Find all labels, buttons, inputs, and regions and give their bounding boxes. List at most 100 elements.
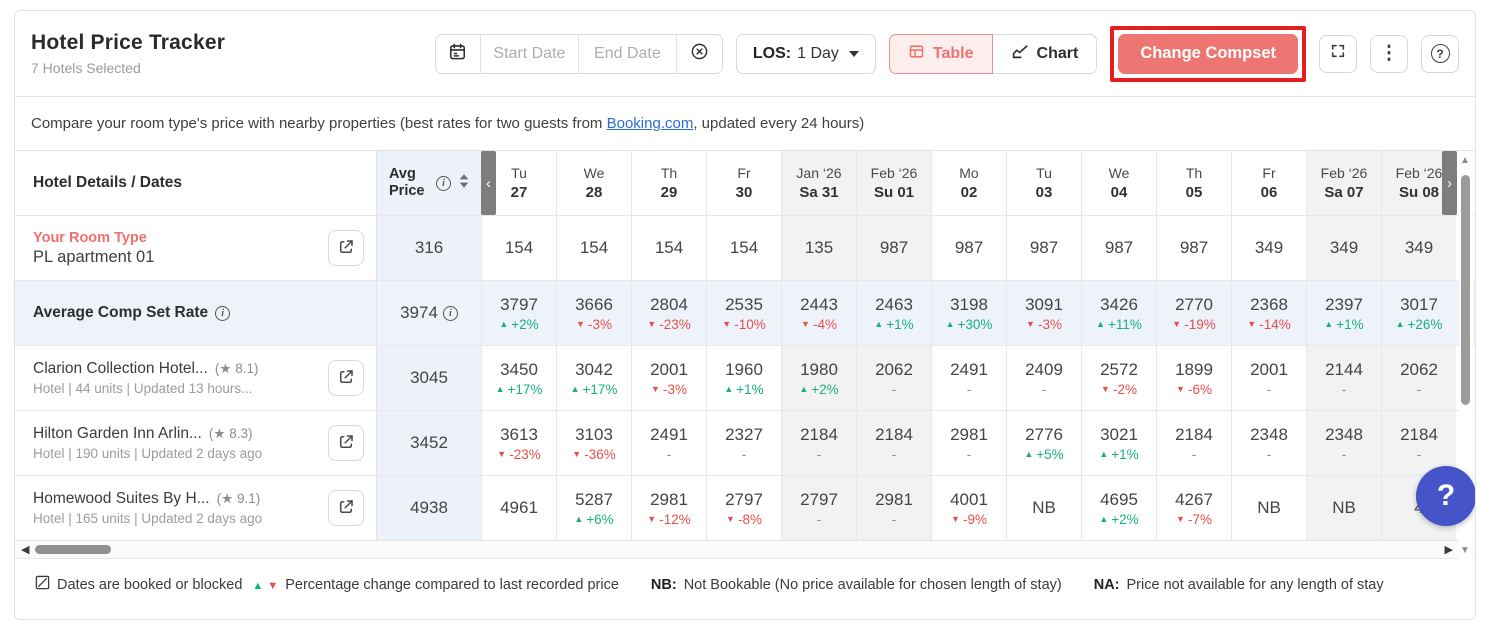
price-cell[interactable]: 4695 ▲ +2% bbox=[1081, 476, 1156, 540]
end-date-input[interactable]: End Date bbox=[577, 34, 676, 73]
price-cell[interactable]: NB bbox=[1306, 476, 1381, 540]
price-cell[interactable]: 2348 - bbox=[1306, 411, 1381, 475]
booking-com-link[interactable]: Booking.com bbox=[606, 115, 694, 132]
external-link-button[interactable] bbox=[328, 490, 364, 526]
price-cell[interactable]: 4961 bbox=[481, 476, 556, 540]
price-cell[interactable]: 2184 - bbox=[1381, 411, 1456, 475]
price-cell[interactable]: 2491 - bbox=[931, 346, 1006, 410]
date-column-header[interactable]: Th 05 bbox=[1156, 151, 1231, 215]
price-cell[interactable]: 2001 ▼ -3% bbox=[631, 346, 706, 410]
price-cell[interactable]: 2368 ▼ -14% bbox=[1231, 281, 1306, 345]
date-column-header[interactable]: Tu 03 bbox=[1006, 151, 1081, 215]
date-column-header[interactable]: Mo 02 bbox=[931, 151, 1006, 215]
price-cell[interactable]: 987 bbox=[1081, 216, 1156, 280]
more-options-button[interactable]: ⋮ bbox=[1370, 34, 1408, 73]
price-cell[interactable]: 349 bbox=[1381, 216, 1456, 280]
clear-dates-button[interactable] bbox=[675, 34, 722, 73]
vscroll-down-arrow[interactable]: ▼ bbox=[1460, 545, 1470, 556]
price-cell[interactable]: 2397 ▲ +1% bbox=[1306, 281, 1381, 345]
price-cell[interactable]: 2535 ▼ -10% bbox=[706, 281, 781, 345]
vertical-scrollbar[interactable]: ▲ ▼ bbox=[1459, 153, 1473, 567]
price-cell[interactable]: 3426 ▲ +11% bbox=[1081, 281, 1156, 345]
price-cell[interactable]: 2572 ▼ -2% bbox=[1081, 346, 1156, 410]
scroll-dates-right-button[interactable]: › bbox=[1442, 151, 1457, 215]
price-cell[interactable]: 2144 - bbox=[1306, 346, 1381, 410]
price-cell[interactable]: 3021 ▲ +1% bbox=[1081, 411, 1156, 475]
external-link-button[interactable] bbox=[328, 425, 364, 461]
price-cell[interactable]: 3103 ▼ -36% bbox=[556, 411, 631, 475]
price-cell[interactable]: 987 bbox=[1006, 216, 1081, 280]
price-cell[interactable]: 2797 - bbox=[781, 476, 856, 540]
external-link-button[interactable] bbox=[328, 230, 364, 266]
date-column-header[interactable]: We 28 bbox=[556, 151, 631, 215]
price-cell[interactable]: 3666 ▼ -3% bbox=[556, 281, 631, 345]
scroll-dates-left-button[interactable]: ‹ bbox=[481, 151, 496, 215]
date-column-header[interactable]: Jan ‘26 Sa 31 bbox=[781, 151, 856, 215]
change-compset-button[interactable]: Change Compset bbox=[1118, 33, 1298, 74]
price-cell[interactable]: 2184 - bbox=[856, 411, 931, 475]
price-cell[interactable]: 154 bbox=[631, 216, 706, 280]
fullscreen-button[interactable] bbox=[1319, 34, 1357, 73]
price-cell[interactable]: 5287 ▲ +6% bbox=[556, 476, 631, 540]
price-cell[interactable]: 987 bbox=[856, 216, 931, 280]
price-cell[interactable]: 2443 ▼ -4% bbox=[781, 281, 856, 345]
price-cell[interactable]: NB bbox=[1231, 476, 1306, 540]
price-cell[interactable]: 2770 ▼ -19% bbox=[1156, 281, 1231, 345]
price-cell[interactable]: 2463 ▲ +1% bbox=[856, 281, 931, 345]
price-cell[interactable]: 2184 - bbox=[781, 411, 856, 475]
price-cell[interactable]: 2981 - bbox=[931, 411, 1006, 475]
price-cell[interactable]: 1960 ▲ +1% bbox=[706, 346, 781, 410]
price-cell[interactable]: 135 bbox=[781, 216, 856, 280]
vscroll-up-arrow[interactable]: ▲ bbox=[1460, 155, 1470, 166]
price-cell[interactable]: 2001 - bbox=[1231, 346, 1306, 410]
avg-price-header[interactable]: Avg Price i bbox=[376, 151, 481, 215]
price-cell[interactable]: 2981 ▼ -12% bbox=[631, 476, 706, 540]
chart-view-button[interactable]: Chart bbox=[992, 33, 1098, 74]
sort-icon[interactable] bbox=[458, 173, 470, 194]
price-cell[interactable]: 3017 ▲ +26% bbox=[1381, 281, 1456, 345]
external-link-button[interactable] bbox=[328, 360, 364, 396]
price-cell[interactable]: 349 bbox=[1231, 216, 1306, 280]
date-column-header[interactable]: Feb ‘26 Su 01 bbox=[856, 151, 931, 215]
price-cell[interactable]: 1899 ▼ -6% bbox=[1156, 346, 1231, 410]
price-cell[interactable]: 2409 - bbox=[1006, 346, 1081, 410]
price-cell[interactable]: 3042 ▲ +17% bbox=[556, 346, 631, 410]
price-cell[interactable]: 2327 - bbox=[706, 411, 781, 475]
price-cell[interactable]: 154 bbox=[556, 216, 631, 280]
price-cell[interactable]: 2348 - bbox=[1231, 411, 1306, 475]
price-cell[interactable]: 4267 ▼ -7% bbox=[1156, 476, 1231, 540]
price-cell[interactable]: 2981 - bbox=[856, 476, 931, 540]
price-cell[interactable]: 154 bbox=[481, 216, 556, 280]
hscroll-thumb[interactable] bbox=[35, 545, 111, 554]
price-cell[interactable]: 2797 ▼ -8% bbox=[706, 476, 781, 540]
price-cell[interactable]: 3797 ▲ +2% bbox=[481, 281, 556, 345]
help-button[interactable]: ? bbox=[1421, 34, 1459, 73]
price-cell[interactable]: 3198 ▲ +30% bbox=[931, 281, 1006, 345]
hscroll-right-arrow[interactable]: ▶ bbox=[1444, 544, 1453, 556]
date-column-header[interactable]: Tu 27 bbox=[481, 151, 556, 215]
date-column-header[interactable]: We 04 bbox=[1081, 151, 1156, 215]
price-cell[interactable]: NB bbox=[1006, 476, 1081, 540]
price-cell[interactable]: 154 bbox=[706, 216, 781, 280]
price-cell[interactable]: 2804 ▼ -23% bbox=[631, 281, 706, 345]
date-column-header[interactable]: Feb ‘26 Sa 07 bbox=[1306, 151, 1381, 215]
price-cell[interactable]: 3613 ▼ -23% bbox=[481, 411, 556, 475]
price-cell[interactable]: 3091 ▼ -3% bbox=[1006, 281, 1081, 345]
info-icon[interactable]: i bbox=[436, 175, 451, 191]
price-cell[interactable]: 987 bbox=[931, 216, 1006, 280]
los-dropdown[interactable]: LOS: 1 Day bbox=[735, 33, 876, 74]
price-cell[interactable]: 2776 ▲ +5% bbox=[1006, 411, 1081, 475]
horizontal-scrollbar[interactable]: ◀ ▶ bbox=[15, 540, 1475, 559]
floating-help-bubble[interactable]: ? bbox=[1416, 466, 1475, 526]
vscroll-thumb[interactable] bbox=[1461, 175, 1470, 405]
start-date-input[interactable]: Start Date bbox=[479, 34, 578, 73]
date-column-header[interactable]: Th 29 bbox=[631, 151, 706, 215]
date-column-header[interactable]: Fr 30 bbox=[706, 151, 781, 215]
hscroll-left-arrow[interactable]: ◀ bbox=[21, 544, 30, 556]
price-cell[interactable]: 2062 - bbox=[856, 346, 931, 410]
calendar-button[interactable] bbox=[435, 34, 480, 73]
date-column-header[interactable]: Fr 06 bbox=[1231, 151, 1306, 215]
price-cell[interactable]: 2184 - bbox=[1156, 411, 1231, 475]
price-cell[interactable]: 987 bbox=[1156, 216, 1231, 280]
price-cell[interactable]: 4001 ▼ -9% bbox=[931, 476, 1006, 540]
